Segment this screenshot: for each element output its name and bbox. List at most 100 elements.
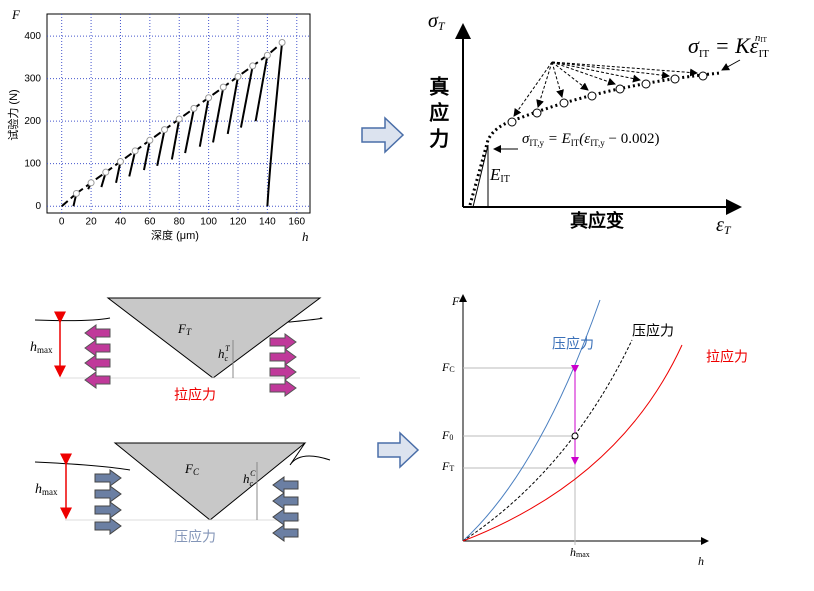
x-tick-label: 80 <box>174 217 186 228</box>
stress-label: 拉应力 <box>174 387 216 403</box>
y-tick-label: 100 <box>24 158 41 169</box>
t: h <box>35 482 42 497</box>
tension-arrows <box>84 324 297 397</box>
tensile-indent: hmax FT hcT 拉应力 <box>30 297 360 403</box>
t: = E <box>544 131 571 147</box>
sub: T <box>724 223 732 237</box>
t: IT <box>760 36 767 44</box>
plot-frame <box>46 13 311 214</box>
contact: hcC <box>243 469 256 488</box>
t: T <box>225 344 230 353</box>
final-unload <box>266 42 284 207</box>
compressive-curve <box>462 299 601 542</box>
x-tick-label: 100 <box>200 217 217 228</box>
unload-line <box>198 97 210 147</box>
t: c <box>225 354 229 363</box>
pointer <box>721 59 741 71</box>
yield-eq: σIT,y = EIT(εIT,y − 0.002) <box>522 131 659 148</box>
peak-point <box>190 104 198 112</box>
circles <box>507 71 708 127</box>
sym: ε <box>716 214 724 236</box>
point <box>507 117 517 127</box>
x-axis-symbol: εT <box>716 214 732 237</box>
y-tick-label: 200 <box>24 116 41 127</box>
unload-line <box>239 65 254 128</box>
force: FT <box>177 321 192 337</box>
y-axis-symbol: σT <box>428 10 446 33</box>
t: IT,y <box>590 138 605 148</box>
peak-point <box>249 62 257 70</box>
compressive-label: 压应力 <box>552 336 594 352</box>
hmax: hmax <box>570 545 590 559</box>
x-axis-label: 深度 (μm) <box>151 228 199 242</box>
modulus: EIT <box>489 165 510 185</box>
t: h <box>570 545 576 559</box>
peak-point <box>72 189 80 197</box>
t: IT <box>758 48 769 60</box>
t: IT,y <box>529 138 544 148</box>
point <box>587 91 597 101</box>
t: (ε <box>579 131 590 147</box>
neutral-label: 压应力 <box>632 323 674 339</box>
t: 0 <box>449 433 453 442</box>
peak-point <box>146 136 154 144</box>
t: max <box>42 487 58 497</box>
indenter <box>113 442 307 521</box>
peak-point <box>116 158 124 166</box>
t: h <box>243 471 250 486</box>
f0-point <box>571 432 579 440</box>
flow-curve-panel: σT εT 真应力 真应变 σIT = KεITnIT σIT,y = EIT(… <box>426 10 769 237</box>
x-tick-label: 20 <box>86 217 98 228</box>
unload-line <box>128 150 137 177</box>
compression-arrows <box>94 469 299 542</box>
arrows-between <box>361 116 420 469</box>
tensile-label: 拉应力 <box>706 349 748 365</box>
y-tick-label: 0 <box>35 201 41 212</box>
t: c <box>250 479 254 488</box>
point <box>670 74 680 84</box>
t: h <box>30 340 37 355</box>
point <box>641 79 651 89</box>
unload-line <box>212 86 225 143</box>
peak-point <box>263 51 271 59</box>
t: h <box>218 346 225 361</box>
ft: FT <box>441 459 454 473</box>
peak-point <box>234 73 242 81</box>
y-axis-symbol: F <box>451 294 460 308</box>
x-tick-label: 140 <box>259 217 276 228</box>
t: − 0.002) <box>605 131 660 147</box>
x-tick-label: 40 <box>115 217 127 228</box>
y-label: 真应力 <box>426 75 449 154</box>
t: E <box>489 165 501 184</box>
flow-curve <box>468 71 721 206</box>
power-law: σIT = KεITnIT <box>688 32 769 60</box>
peak-point <box>102 168 110 176</box>
y-axis-label: 试验力 (N) <box>6 89 20 140</box>
unload-line <box>226 76 239 135</box>
force: FC <box>184 461 200 477</box>
t: C <box>193 467 200 477</box>
sym: σ <box>428 10 439 32</box>
contact: hcT <box>218 344 230 363</box>
t: σ <box>688 33 700 58</box>
tensile-curve <box>462 344 683 542</box>
x-tick-label: 160 <box>288 217 305 228</box>
x-label: 真应变 <box>570 210 624 231</box>
point <box>698 71 708 81</box>
point <box>532 108 542 118</box>
indenter <box>106 297 322 379</box>
unload-line <box>156 129 166 167</box>
unload-line <box>170 118 181 160</box>
peak-point <box>205 94 213 102</box>
t: F <box>184 461 194 476</box>
t: IT <box>571 138 580 148</box>
t: σ <box>522 131 530 147</box>
modulus-triangle <box>472 144 489 208</box>
hmax: hmax <box>35 482 58 497</box>
t: F <box>441 459 450 473</box>
x-tick-label: 120 <box>230 217 247 228</box>
neutral-curve <box>462 339 633 542</box>
t: F <box>441 360 450 374</box>
t: T <box>186 327 192 337</box>
